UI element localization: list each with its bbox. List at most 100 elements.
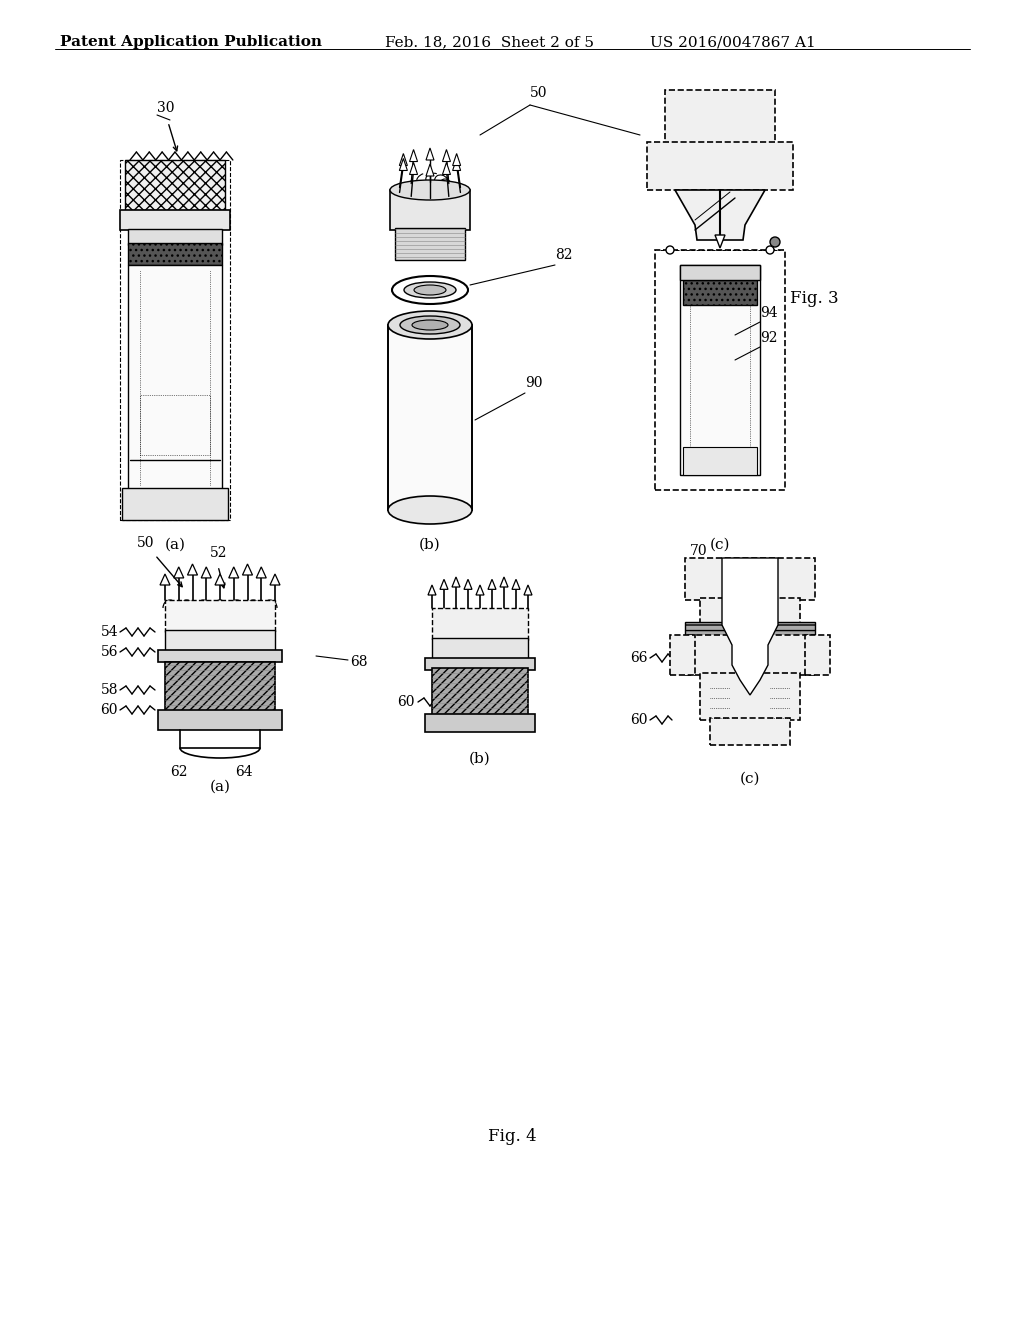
Polygon shape — [202, 566, 211, 578]
Polygon shape — [426, 148, 434, 160]
Polygon shape — [488, 579, 496, 589]
Ellipse shape — [404, 282, 456, 298]
Ellipse shape — [766, 246, 774, 253]
Bar — [390, 190, 470, 230]
Polygon shape — [215, 574, 225, 585]
Bar — [128, 243, 222, 265]
Ellipse shape — [400, 315, 460, 334]
Bar — [128, 265, 222, 490]
Text: US 2016/0047867 A1: US 2016/0047867 A1 — [650, 36, 816, 49]
Polygon shape — [452, 577, 460, 587]
Text: 64: 64 — [234, 766, 253, 779]
Bar — [140, 395, 210, 455]
Ellipse shape — [666, 246, 674, 253]
Text: 68: 68 — [350, 655, 368, 669]
Ellipse shape — [388, 496, 472, 524]
Polygon shape — [722, 558, 778, 696]
Ellipse shape — [414, 285, 446, 294]
Text: 92: 92 — [760, 331, 777, 345]
Bar — [685, 622, 815, 638]
Bar — [158, 649, 282, 663]
Polygon shape — [476, 585, 484, 595]
Text: 62: 62 — [170, 766, 187, 779]
Polygon shape — [399, 153, 408, 165]
Bar — [388, 325, 472, 510]
Polygon shape — [187, 564, 198, 576]
Bar — [425, 714, 535, 733]
Polygon shape — [428, 585, 436, 595]
Bar — [128, 228, 222, 246]
Polygon shape — [228, 566, 239, 578]
Polygon shape — [243, 564, 253, 576]
Text: 56: 56 — [100, 645, 118, 659]
Polygon shape — [270, 574, 280, 585]
Bar — [120, 210, 230, 230]
Bar — [432, 668, 528, 715]
Text: Feb. 18, 2016  Sheet 2 of 5: Feb. 18, 2016 Sheet 2 of 5 — [385, 36, 594, 49]
Bar — [432, 609, 528, 640]
Bar — [120, 160, 230, 520]
Text: 70: 70 — [690, 544, 708, 558]
Text: 60: 60 — [100, 704, 118, 717]
Text: (c): (c) — [739, 772, 760, 785]
Bar — [700, 673, 800, 719]
Bar — [432, 638, 528, 660]
Text: 50: 50 — [137, 536, 155, 550]
Polygon shape — [160, 574, 170, 585]
Bar — [805, 635, 830, 675]
Polygon shape — [524, 585, 532, 595]
Polygon shape — [453, 153, 461, 165]
Ellipse shape — [388, 312, 472, 339]
Bar — [395, 228, 465, 260]
Text: Patent Application Publication: Patent Application Publication — [60, 36, 322, 49]
Polygon shape — [399, 158, 408, 170]
Bar — [158, 710, 282, 730]
Text: 54: 54 — [100, 624, 118, 639]
Bar — [165, 630, 275, 652]
Bar — [683, 280, 757, 305]
Polygon shape — [256, 566, 266, 578]
Bar — [685, 635, 815, 675]
Bar — [165, 601, 275, 632]
Bar — [655, 249, 785, 490]
Bar — [122, 488, 228, 520]
Polygon shape — [174, 566, 183, 578]
Polygon shape — [410, 149, 418, 161]
Text: 94: 94 — [760, 306, 777, 319]
Polygon shape — [675, 190, 765, 240]
Text: 58: 58 — [100, 682, 118, 697]
Bar — [710, 718, 790, 744]
Polygon shape — [426, 164, 434, 176]
Polygon shape — [500, 577, 508, 587]
Text: (c): (c) — [710, 539, 730, 552]
Ellipse shape — [412, 319, 449, 330]
Text: (b): (b) — [469, 752, 490, 766]
Text: Fig. 3: Fig. 3 — [790, 290, 839, 308]
Ellipse shape — [392, 276, 468, 304]
Text: 82: 82 — [555, 248, 572, 261]
Text: (a): (a) — [210, 780, 230, 795]
Text: Fig. 4: Fig. 4 — [487, 1129, 537, 1144]
Polygon shape — [440, 579, 449, 589]
Ellipse shape — [770, 238, 780, 247]
Bar — [670, 635, 695, 675]
Polygon shape — [410, 162, 418, 174]
Polygon shape — [512, 579, 520, 589]
Text: 30: 30 — [157, 102, 174, 115]
Text: 90: 90 — [525, 376, 543, 389]
Text: 66: 66 — [631, 651, 648, 665]
Bar — [425, 657, 535, 671]
Bar — [685, 558, 815, 601]
Text: 50: 50 — [530, 86, 548, 100]
Bar — [700, 598, 800, 624]
Text: 60: 60 — [397, 696, 415, 709]
Polygon shape — [442, 149, 451, 161]
Text: (a): (a) — [165, 539, 185, 552]
Polygon shape — [453, 158, 461, 170]
Polygon shape — [715, 235, 725, 248]
Bar — [647, 143, 793, 190]
Bar — [165, 663, 275, 711]
Bar — [683, 447, 757, 475]
Bar — [680, 265, 760, 280]
Ellipse shape — [390, 180, 470, 201]
